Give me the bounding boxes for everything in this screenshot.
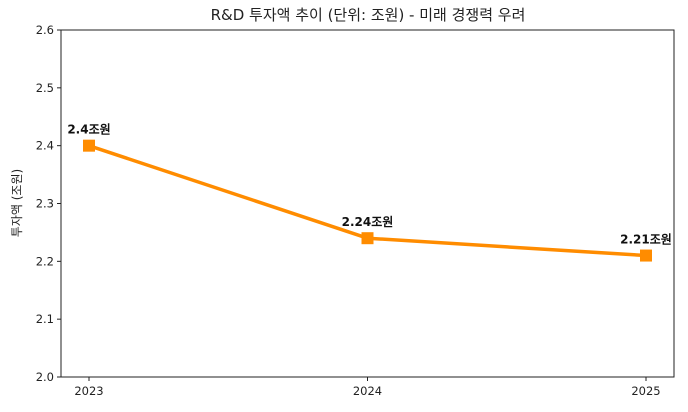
- y-tick-label: 2.0: [36, 370, 54, 384]
- x-tick-label: 2025: [631, 384, 660, 398]
- y-tick-label: 2.4: [36, 139, 54, 153]
- x-tick-label: 2023: [74, 384, 103, 398]
- plot-frame: [60, 29, 675, 378]
- y-tick-label: 2.3: [36, 197, 54, 211]
- data-label-group: 2.4조원 2.24조원 2.21조원: [67, 123, 672, 247]
- y-axis: 2.0 2.1 2.2 2.3 2.4 2.5 2.6: [36, 23, 61, 384]
- data-label: 2.24조원: [342, 215, 394, 229]
- data-point-marker: [361, 232, 374, 245]
- y-tick-label: 2.2: [36, 254, 54, 268]
- chart-title: R&D 투자액 추이 (단위: 조원) - 미래 경쟁력 우려: [211, 6, 526, 24]
- series-line-group: [83, 139, 652, 262]
- y-tick-label: 2.1: [36, 312, 54, 326]
- data-point-marker: [83, 139, 95, 152]
- data-point-marker: [640, 249, 652, 262]
- x-tick-label: 2024: [353, 384, 382, 398]
- y-tick-label: 2.5: [36, 81, 54, 95]
- y-axis-label: 투자액 (조원): [10, 169, 24, 237]
- x-axis: 2023 2024 2025: [74, 377, 661, 398]
- data-label: 2.4조원: [67, 123, 110, 137]
- data-label: 2.21조원: [620, 233, 672, 247]
- y-tick-label: 2.6: [36, 23, 54, 37]
